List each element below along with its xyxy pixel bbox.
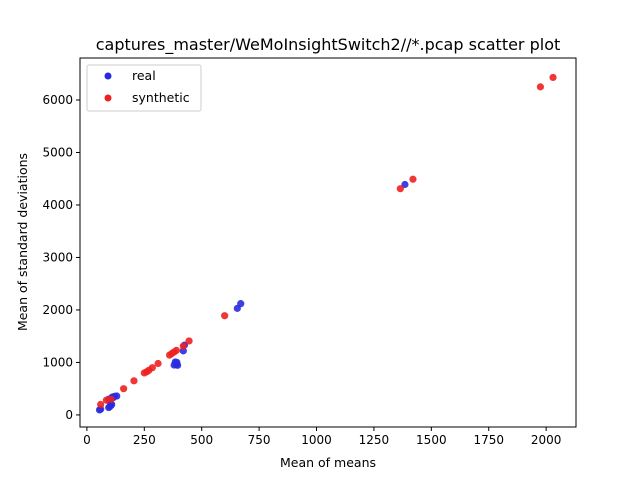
x-tick-label: 1500 <box>416 433 447 447</box>
y-axis-ticks: 0 1000 2000 3000 4000 5000 6000 <box>42 93 80 422</box>
x-axis-ticks: 0 250 500 750 1000 1250 1500 1750 2000 <box>83 427 561 447</box>
legend-marker-real <box>104 72 112 80</box>
data-points <box>95 73 557 414</box>
x-axis-label: Mean of means <box>280 455 376 470</box>
x-tick-label: 250 <box>133 433 156 447</box>
point-synthetic <box>148 364 156 372</box>
x-tick-label: 500 <box>190 433 213 447</box>
y-axis-label: Mean of standard deviations <box>15 153 30 331</box>
point-real <box>113 392 121 400</box>
point-synthetic <box>120 385 128 393</box>
point-real <box>237 300 245 308</box>
legend-marker-synthetic <box>104 94 112 102</box>
point-synthetic <box>107 395 115 403</box>
point-synthetic <box>185 337 193 345</box>
x-tick-label: 0 <box>83 433 91 447</box>
point-synthetic <box>536 83 545 91</box>
point-real <box>401 180 409 189</box>
point-real <box>173 358 181 367</box>
point-synthetic <box>130 377 138 385</box>
y-tick-label: 5000 <box>42 145 73 159</box>
point-synthetic <box>409 175 417 183</box>
y-tick-label: 6000 <box>42 93 73 107</box>
legend-box <box>86 64 202 112</box>
x-tick-label: 1000 <box>301 433 332 447</box>
y-tick-label: 4000 <box>42 198 73 212</box>
x-tick-label: 2000 <box>531 433 562 447</box>
chart-title: captures_master/WeMoInsightSwitch2//*.pc… <box>96 35 561 55</box>
point-synthetic <box>221 312 229 320</box>
plot-frame <box>79 57 577 428</box>
point-synthetic <box>179 342 187 350</box>
y-tick-label: 2000 <box>42 303 73 317</box>
y-tick-label: 1000 <box>42 355 73 369</box>
point-synthetic <box>97 400 105 409</box>
x-tick-label: 1750 <box>473 433 504 447</box>
point-synthetic <box>396 185 404 193</box>
y-tick-label: 0 <box>65 408 73 422</box>
x-tick-label: 750 <box>248 433 271 447</box>
legend-label-synthetic: synthetic <box>132 90 190 105</box>
plot-area <box>80 58 576 427</box>
point-synthetic <box>549 73 557 82</box>
y-tick-label: 3000 <box>42 250 73 264</box>
legend-label-real: real <box>132 68 156 83</box>
point-synthetic <box>154 359 162 368</box>
legend: real synthetic <box>86 64 202 112</box>
point-synthetic <box>172 346 181 354</box>
x-tick-label: 1250 <box>359 433 390 447</box>
